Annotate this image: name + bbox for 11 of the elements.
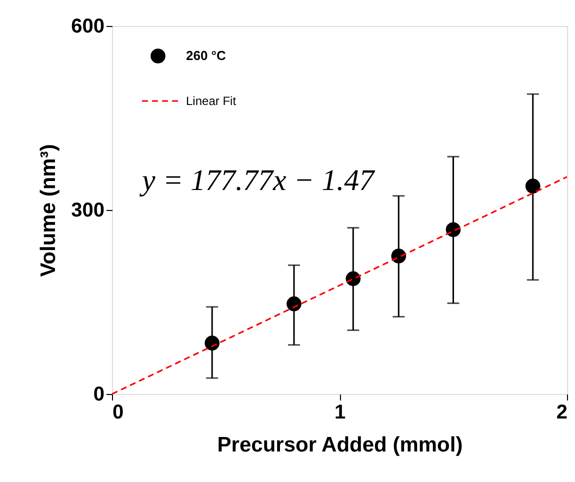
y-tick-label: 600 xyxy=(71,16,104,38)
x-tick-label: 0 xyxy=(112,402,124,424)
y-axis-title: Volume (nm³) xyxy=(37,144,60,277)
x-axis-title: Precursor Added (mmol) xyxy=(217,434,463,456)
y-tick-label: 300 xyxy=(71,200,104,222)
y-tick-label: 0 xyxy=(93,384,104,406)
x-tick-label: 1 xyxy=(334,402,346,424)
annotation: y = 177.77x − 1.47 xyxy=(139,164,376,197)
legend-label: Linear Fit xyxy=(186,94,237,108)
x-tick-label: 2 xyxy=(556,402,568,424)
legend-label: 260 °C xyxy=(186,48,226,63)
